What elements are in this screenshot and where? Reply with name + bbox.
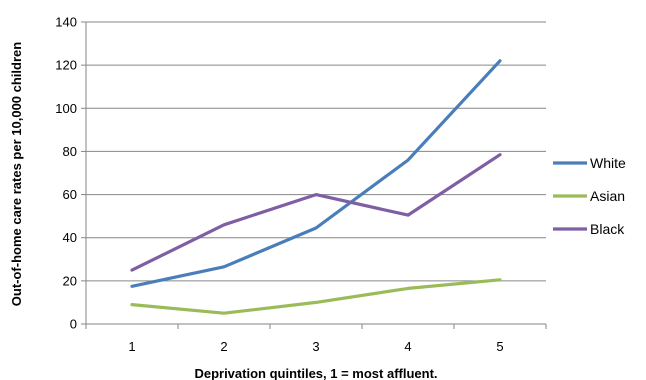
x-tick-label: 1 (128, 339, 135, 354)
series-line-asian (130, 278, 502, 315)
x-tick-labels: 1 2 3 4 5 (128, 339, 503, 354)
y-axis-title: Out-of-home care rates per 10,000 childr… (9, 42, 24, 306)
axes (81, 21, 547, 329)
x-tick-label: 2 (220, 339, 227, 354)
legend-label-asian: Asian (590, 188, 625, 204)
x-tick-label: 3 (312, 339, 319, 354)
series-lines (130, 59, 502, 315)
gridlines (86, 21, 546, 282)
y-tick-labels: 0 20 40 60 80 100 120 140 (55, 15, 77, 332)
legend-label-black: Black (590, 221, 625, 237)
y-tick-label: 0 (70, 317, 77, 332)
y-tick-label: 60 (63, 187, 77, 202)
y-tick-label: 80 (63, 144, 77, 159)
y-tick-label: 40 (63, 230, 77, 245)
series-line-white (130, 59, 502, 288)
x-tick-label: 5 (496, 339, 503, 354)
y-tick-label: 100 (55, 101, 77, 116)
legend-label-white: White (590, 155, 626, 171)
x-tick-label: 4 (404, 339, 411, 354)
y-tick-label: 120 (55, 58, 77, 73)
y-tick-label: 20 (63, 273, 77, 288)
y-tick-label: 140 (55, 15, 77, 30)
legend: White Asian Black (553, 155, 626, 237)
series-line-black (130, 153, 502, 272)
x-axis-title: Deprivation quintiles, 1 = most affluent… (194, 366, 437, 380)
